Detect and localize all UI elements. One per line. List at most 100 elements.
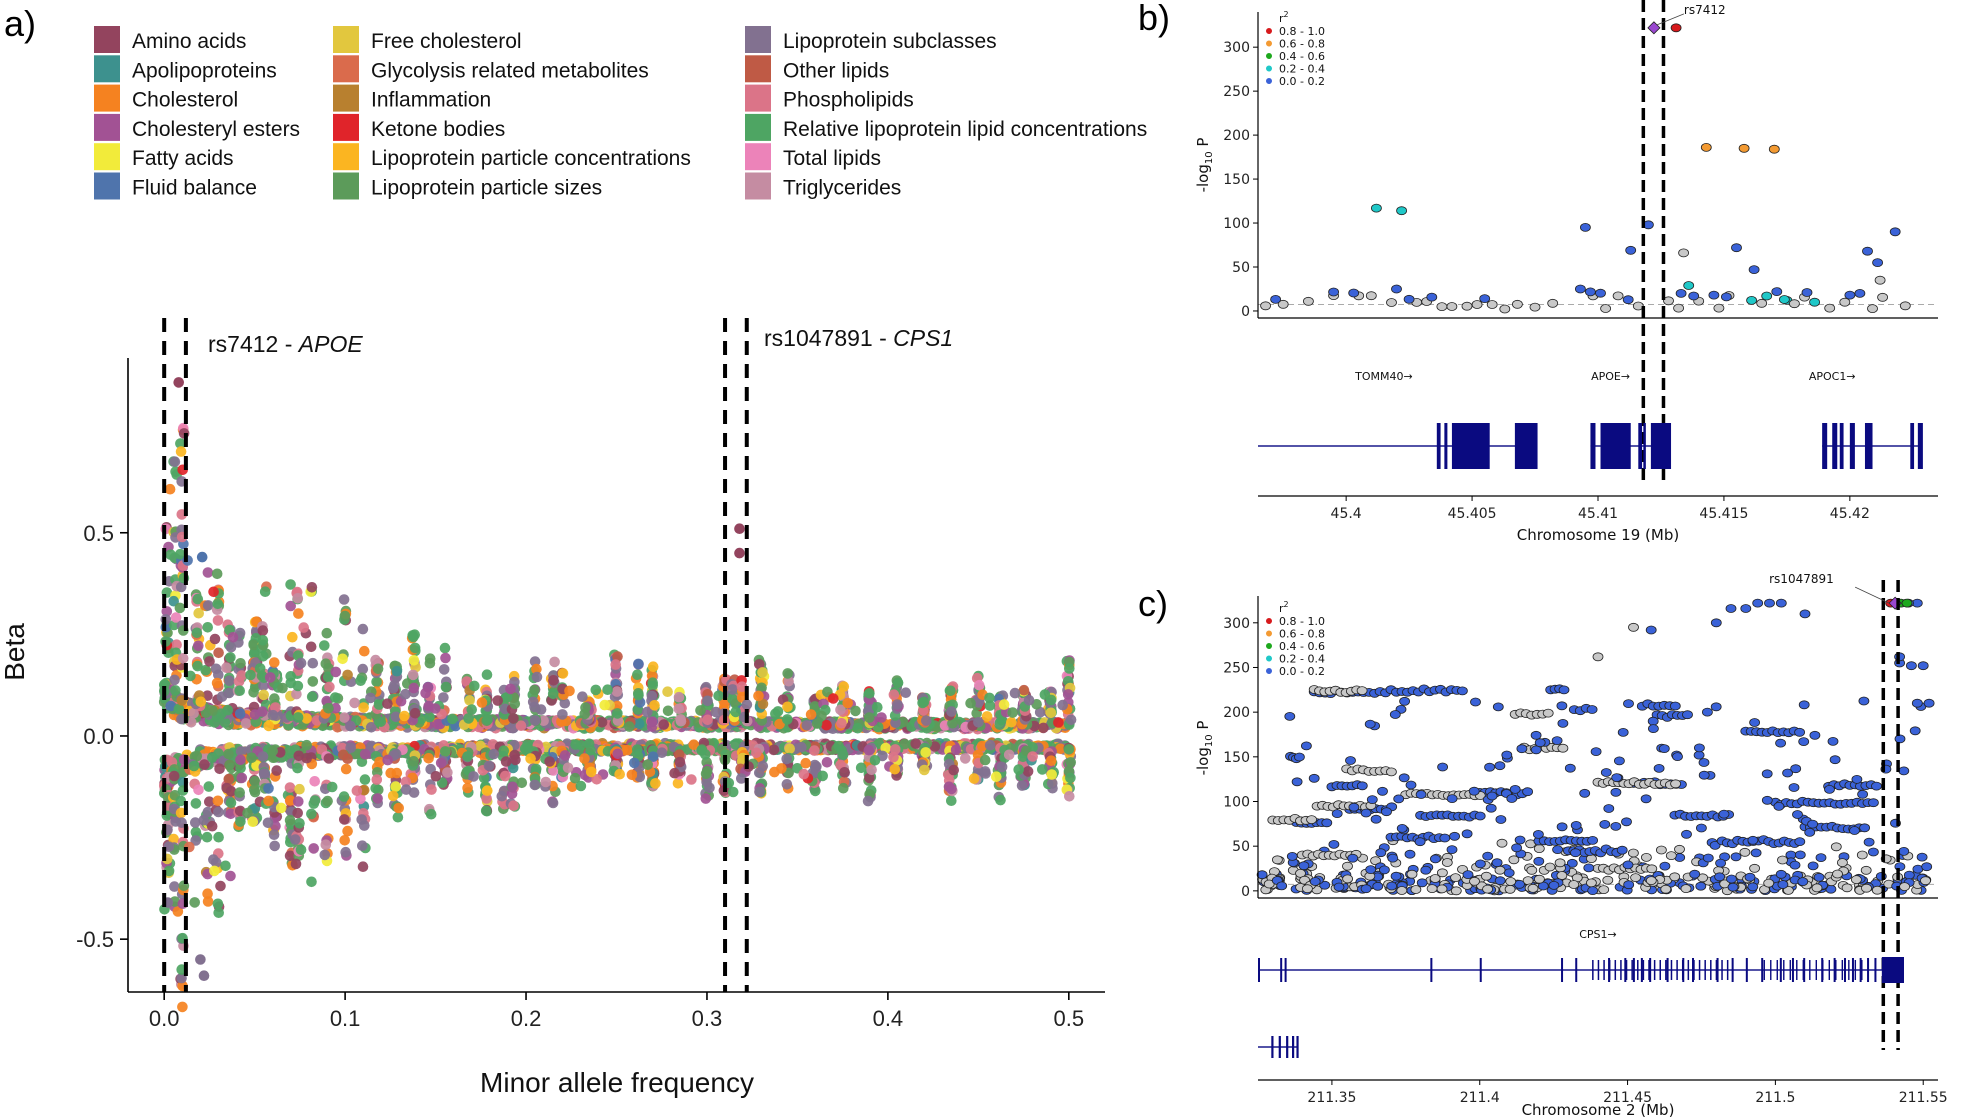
data-point — [500, 756, 512, 767]
snp-point — [1854, 288, 1866, 298]
snp-point — [1748, 265, 1760, 275]
data-point — [850, 705, 861, 717]
data-point — [626, 769, 638, 781]
data-point — [211, 568, 223, 580]
legend-swatch — [94, 26, 120, 53]
data-point — [757, 667, 768, 678]
data-point — [702, 695, 713, 707]
data-point — [1037, 764, 1048, 775]
snp-point — [1721, 292, 1732, 302]
data-point — [476, 697, 488, 708]
data-point — [430, 771, 442, 782]
data-point — [295, 844, 307, 856]
legend-swatch — [745, 143, 771, 171]
data-point — [624, 721, 635, 732]
panel-letter-b: b) — [1138, 0, 1170, 38]
data-point — [872, 702, 883, 713]
snp-point — [1688, 291, 1700, 301]
data-point — [191, 627, 203, 639]
data-point — [549, 656, 560, 668]
data-point — [741, 699, 753, 710]
data-point — [727, 786, 739, 798]
snp-point — [1461, 301, 1473, 311]
snp-point — [1426, 292, 1438, 302]
data-point — [492, 695, 504, 706]
data-point — [247, 816, 259, 827]
r2-legend-label: 0.4 - 0.6 — [1279, 50, 1325, 63]
data-point — [1064, 791, 1075, 802]
data-point — [866, 764, 877, 776]
annotation-rs1047891: rs1047891 - CPS1 — [764, 325, 953, 351]
data-point — [275, 802, 287, 814]
data-point — [649, 700, 660, 711]
data-point — [265, 672, 276, 683]
data-point — [337, 653, 348, 665]
data-point — [293, 608, 304, 619]
data-point — [838, 782, 849, 794]
snp-point — [1756, 298, 1768, 308]
data-point — [869, 755, 881, 766]
data-point — [946, 783, 957, 795]
data-point — [202, 896, 214, 907]
data-point — [345, 720, 356, 732]
y-tick-label: 250 — [1223, 84, 1250, 100]
data-point — [828, 693, 839, 704]
legend-swatch — [333, 143, 359, 171]
data-point — [754, 786, 765, 798]
data-point — [225, 870, 236, 882]
x-tick-label: 45.415 — [1699, 506, 1748, 522]
data-point — [531, 671, 543, 683]
data-point — [358, 702, 369, 713]
snp-point — [1446, 302, 1458, 311]
data-point — [892, 699, 903, 710]
data-point — [203, 781, 215, 792]
data-point — [193, 640, 204, 652]
data-point — [852, 722, 863, 734]
snp-point — [1450, 886, 1462, 896]
data-point — [202, 567, 214, 578]
data-point — [190, 798, 202, 809]
data-point — [757, 760, 769, 772]
data-point — [602, 684, 613, 695]
data-point — [168, 770, 180, 782]
gene-exon — [1910, 423, 1915, 469]
data-point — [382, 754, 394, 766]
data-point — [496, 790, 508, 802]
data-point — [236, 772, 248, 784]
data-point — [372, 663, 384, 675]
snp-point — [1872, 258, 1883, 268]
data-point — [169, 674, 180, 686]
lead-snp-connector — [1656, 13, 1685, 26]
data-point — [730, 706, 741, 718]
snp-point — [1342, 861, 1353, 871]
data-point — [753, 690, 764, 702]
data-point — [221, 782, 232, 794]
snp-point — [1348, 288, 1360, 298]
snp-point — [1844, 290, 1856, 300]
data-point — [359, 774, 371, 785]
data-point — [798, 768, 810, 780]
data-point — [575, 740, 587, 751]
data-point — [438, 664, 450, 675]
data-point — [505, 683, 516, 695]
data-point — [973, 717, 984, 728]
data-point — [674, 756, 686, 768]
snp-point — [1511, 843, 1522, 853]
snp-point — [1921, 862, 1933, 872]
data-point — [257, 625, 269, 636]
snp-point — [1746, 295, 1757, 305]
data-point — [324, 681, 335, 693]
legend-label: Other lipids — [783, 59, 889, 82]
snp-point — [1779, 295, 1790, 304]
legend-label: Cholesteryl esters — [132, 118, 300, 141]
snp-point — [1529, 302, 1541, 312]
data-point — [888, 751, 899, 763]
data-point — [235, 658, 246, 669]
data-point — [1064, 663, 1075, 674]
outlier-point — [734, 547, 745, 559]
data-point — [920, 747, 931, 758]
data-point — [439, 642, 451, 654]
data-point — [212, 598, 223, 610]
data-point — [295, 657, 307, 669]
